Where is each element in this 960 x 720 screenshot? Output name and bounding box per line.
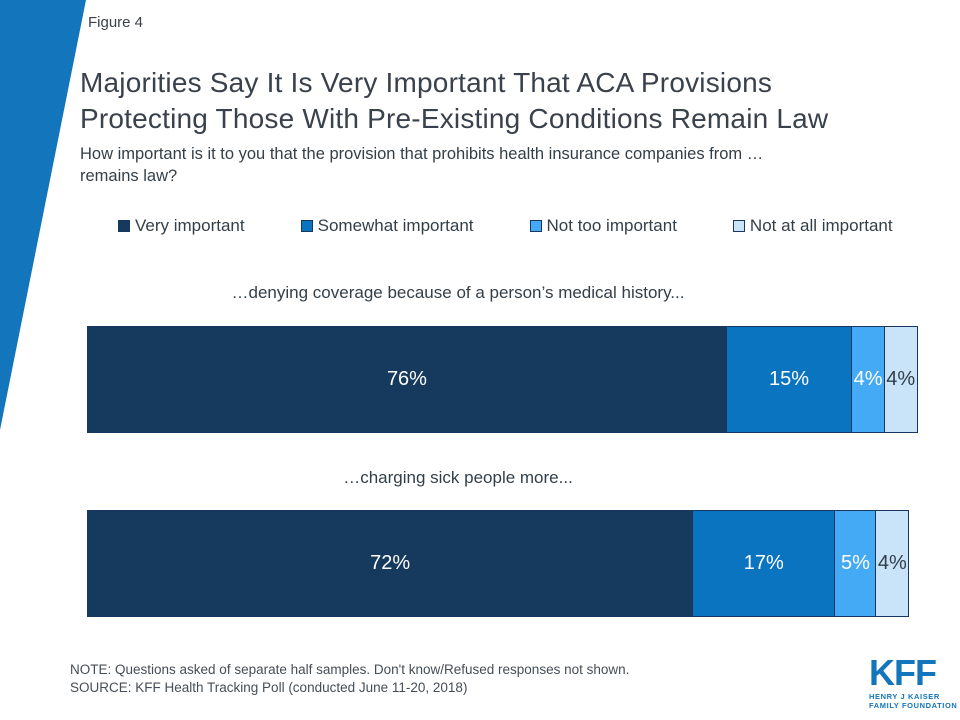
- bar-segment-not-too-important: 5%: [834, 510, 877, 617]
- note-source-block: NOTE: Questions asked of separate half s…: [70, 661, 790, 697]
- page-title: Majorities Say It Is Very Important That…: [80, 65, 960, 137]
- bar-segment-not-at-all-important: 4%: [883, 326, 918, 433]
- page-title-line2: Protecting Those With Pre-Existing Condi…: [80, 102, 829, 134]
- legend-label: Not too important: [546, 216, 677, 235]
- kff-logo-subtext: HENRY J KAISER FAMILY FOUNDATION: [869, 692, 958, 710]
- figure-number: Figure 4: [88, 14, 144, 31]
- legend-item-not-too-important: Not too important: [529, 216, 677, 236]
- bar-segment-not-too-important: 4%: [851, 326, 885, 433]
- bar-segment-very-important: 72%: [87, 510, 694, 617]
- chart-question-subtitle: How important is it to you that the prov…: [80, 143, 960, 187]
- legend-swatch-icon: [529, 220, 542, 232]
- subtitle-line1: How important is it to you that the prov…: [80, 145, 764, 163]
- subtitle-line2: remains law?: [80, 167, 178, 185]
- note-text: NOTE: Questions asked of separate half s…: [70, 662, 630, 677]
- legend-label: Not at all important: [749, 216, 893, 235]
- corner-accent-triangle: [0, 0, 86, 430]
- bar-category-label-1: …denying coverage because of a person’s …: [231, 283, 685, 302]
- legend-item-very-important: Very important: [118, 216, 245, 236]
- bar-segment-somewhat-important: 17%: [692, 510, 836, 617]
- kff-logo: KFF HENRY J KAISER FAMILY FOUNDATION: [869, 652, 959, 711]
- bar-category-label-2: …charging sick people more...: [343, 468, 573, 487]
- legend-label: Somewhat important: [317, 216, 474, 235]
- bar-segment-somewhat-important: 15%: [725, 326, 853, 433]
- legend-swatch-icon: [732, 220, 745, 232]
- source-text: SOURCE: KFF Health Tracking Poll (conduc…: [70, 680, 468, 695]
- legend-item-not-at-all-important: Not at all important: [732, 216, 893, 236]
- legend-item-somewhat-important: Somewhat important: [300, 216, 474, 236]
- legend-label: Very important: [135, 216, 245, 235]
- bar-segment-very-important: 76%: [87, 326, 727, 433]
- kff-logo-text: KFF: [869, 652, 937, 693]
- stacked-bar-denying-coverage: 76% 15% 4% 4%: [87, 326, 929, 433]
- bar-segment-not-at-all-important: 4%: [875, 510, 910, 617]
- stacked-bar-charging-more: 72% 17% 5% 4%: [87, 510, 929, 617]
- chart-legend: Very important Somewhat important Not too …: [118, 216, 893, 236]
- legend-swatch-icon: [300, 220, 313, 232]
- page-title-line1: Majorities Say It Is Very Important That…: [80, 66, 773, 98]
- legend-swatch-icon: [118, 220, 130, 232]
